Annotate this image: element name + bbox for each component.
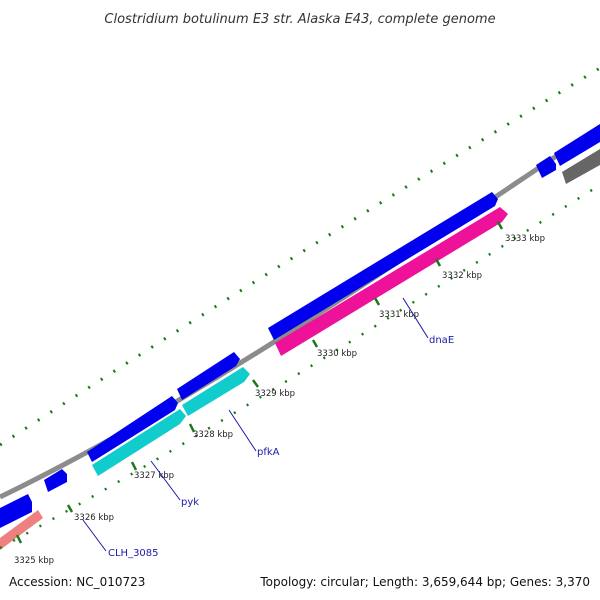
tick-mark [311, 339, 319, 348]
gene-leader-lines [82, 297, 429, 552]
forward-gene-arrow[interactable] [87, 396, 178, 462]
tick-mark [15, 534, 23, 544]
genome-backbone [0, 124, 600, 500]
tick-label: 3329 kbp [255, 389, 295, 399]
gene-labels: CLH_3085 pyk pfkA dnaE [108, 335, 454, 559]
genome-summary-text: Topology: circular; Length: 3,659,644 bp… [259, 575, 590, 589]
tick-mark [496, 221, 504, 230]
tick-label: 3331 kbp [379, 310, 419, 320]
gene-label-pfka[interactable]: pfkA [257, 447, 280, 458]
forward-gene-arrow[interactable] [177, 352, 240, 400]
tick-labels: 3325 kbp 3326 kbp 3327 kbp 3328 kbp 3329… [14, 234, 545, 566]
tick-mark [130, 461, 138, 471]
major-ticks [15, 221, 504, 544]
tick-mark [434, 258, 442, 267]
forward-gene-arrow[interactable] [554, 124, 600, 166]
forward-gene-arrow[interactable] [44, 469, 67, 492]
tick-label: 3327 kbp [134, 471, 174, 481]
accession-text: Accession: NC_010723 [9, 575, 145, 589]
leader-line [82, 519, 107, 552]
map-title: Clostridium botulinum E3 str. Alaska E43… [104, 12, 495, 27]
tick-mark [251, 379, 260, 388]
forward-gene-arrow[interactable] [268, 192, 498, 340]
reverse-gene-arrow[interactable] [275, 207, 508, 356]
tick-label: 3330 kbp [317, 349, 357, 359]
tick-label: 3325 kbp [14, 556, 54, 566]
forward-genes [0, 124, 600, 528]
gene-label-clh-3085[interactable]: CLH_3085 [108, 548, 159, 559]
leader-line [228, 409, 257, 452]
tick-label: 3332 kbp [442, 271, 482, 281]
leader-line [402, 297, 429, 339]
gene-label-dnae[interactable]: dnaE [429, 335, 454, 346]
forward-gene-arrow[interactable] [536, 156, 556, 178]
inner-tick-row [0, 183, 600, 550]
reverse-genes [0, 149, 600, 550]
tick-mark [373, 297, 381, 306]
gene-label-pyk[interactable]: pyk [181, 497, 199, 508]
tick-label: 3328 kbp [193, 430, 233, 440]
tick-mark [66, 504, 74, 513]
reverse-gene-arrow[interactable] [182, 367, 250, 416]
forward-gene-arrow[interactable] [0, 494, 32, 528]
leader-line [150, 460, 181, 501]
gc-skew-outer-row [0, 66, 600, 447]
reverse-gene-arrow[interactable] [92, 409, 186, 476]
tick-label: 3333 kbp [505, 234, 545, 244]
tick-label: 3326 kbp [74, 513, 114, 523]
tick-mark [188, 423, 196, 433]
reverse-gene-arrow[interactable] [0, 510, 43, 550]
reverse-gene-arrow[interactable] [562, 149, 600, 184]
